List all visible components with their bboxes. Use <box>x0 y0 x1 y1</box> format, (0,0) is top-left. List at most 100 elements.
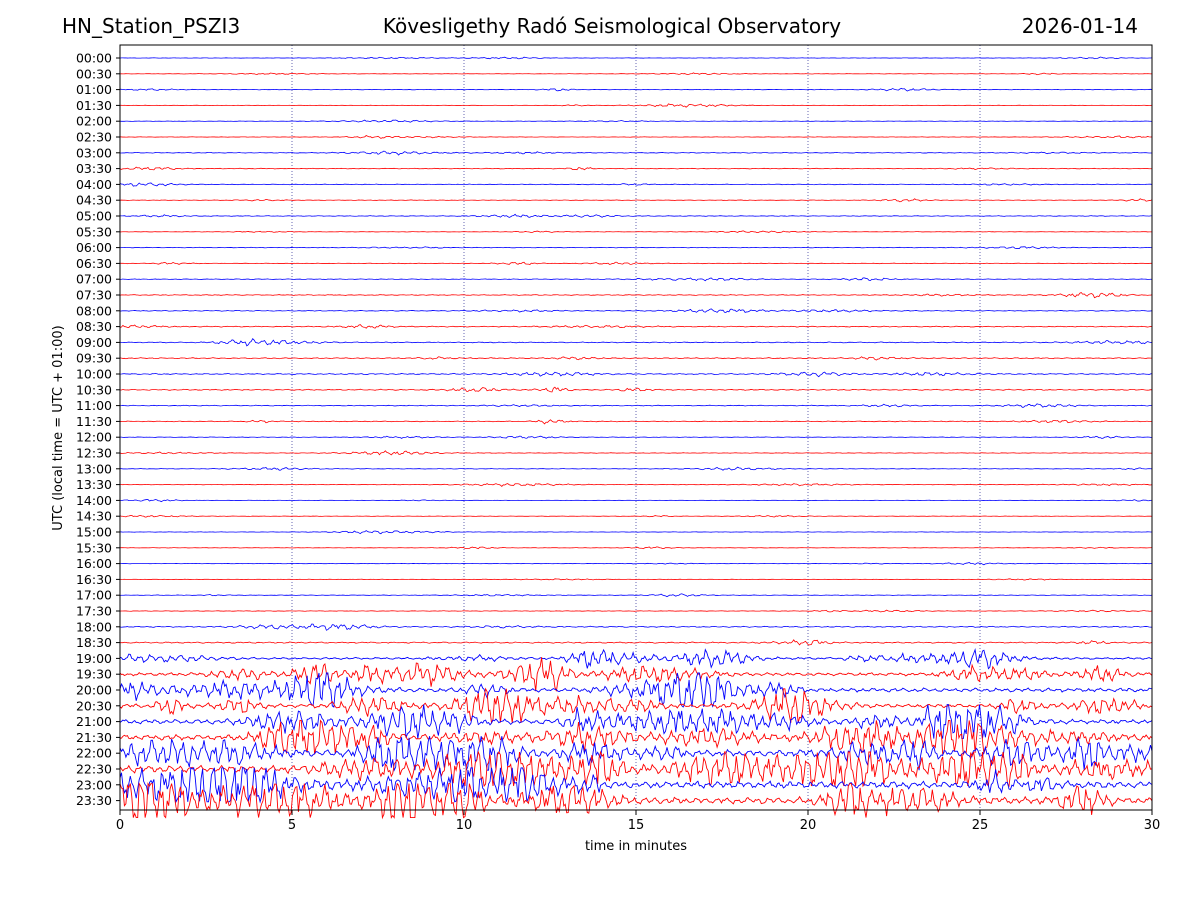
trace-0700 <box>119 277 1153 282</box>
trace-0000 <box>119 56 1153 60</box>
y-tick-label-18: 09:00 <box>76 335 112 350</box>
trace-0430 <box>119 198 1153 203</box>
y-tick-label-40: 20:00 <box>76 683 112 698</box>
y-tick-label-15: 07:30 <box>76 288 112 303</box>
trace-2030 <box>119 687 1153 725</box>
trace-1900 <box>119 647 1153 670</box>
trace-2100 <box>119 704 1153 740</box>
y-tick-label-12: 06:00 <box>76 240 112 255</box>
y-tick-label-35: 17:30 <box>76 604 112 619</box>
x-axis-label: time in minutes <box>585 839 687 854</box>
trace-1730 <box>119 609 1153 613</box>
trace-1100 <box>119 403 1153 408</box>
y-tick-label-45: 22:30 <box>76 762 112 777</box>
y-tick-label-19: 09:30 <box>76 351 112 366</box>
y-axis-label: UTC (local time = UTC + 01:00) <box>51 325 66 530</box>
trace-1630 <box>119 578 1153 581</box>
y-tick-label-26: 13:00 <box>76 461 112 476</box>
y-tick-label-25: 12:30 <box>76 446 112 461</box>
y-tick-label-6: 03:00 <box>76 145 112 160</box>
trace-1230 <box>119 450 1153 456</box>
trace-0230 <box>119 135 1153 139</box>
y-tick-label-33: 16:30 <box>76 572 112 587</box>
x-tick-label-3: 15 <box>628 818 645 833</box>
trace-1530 <box>119 546 1153 550</box>
record-date: 2026-01-14 <box>1021 14 1138 38</box>
trace-0130 <box>119 103 1153 108</box>
y-tick-label-13: 06:30 <box>76 256 112 271</box>
trace-1930 <box>119 657 1153 692</box>
trace-0100 <box>119 87 1153 92</box>
y-tick-label-29: 14:30 <box>76 509 112 524</box>
trace-1430 <box>119 514 1153 518</box>
y-tick-label-32: 16:00 <box>76 556 112 571</box>
trace-2330 <box>119 782 1153 820</box>
x-tick-label-1: 5 <box>288 818 296 833</box>
y-tick-label-20: 10:00 <box>76 367 112 382</box>
trace-1130 <box>119 419 1153 425</box>
trace-2000 <box>119 672 1153 708</box>
y-tick-label-44: 22:00 <box>76 746 112 761</box>
trace-1300 <box>119 466 1153 471</box>
trace-2230 <box>119 750 1153 788</box>
trace-1500 <box>119 530 1152 535</box>
trace-0730 <box>119 291 1153 299</box>
trace-1200 <box>120 435 1153 439</box>
y-tick-label-31: 15:30 <box>76 540 112 555</box>
trace-0300 <box>119 150 1152 156</box>
trace-1030 <box>120 386 1153 393</box>
x-tick-label-2: 10 <box>456 818 473 833</box>
trace-1330 <box>120 483 1153 487</box>
y-tick-label-39: 19:30 <box>76 667 112 682</box>
x-tick-label-6: 30 <box>1144 818 1161 833</box>
x-tick-label-5: 25 <box>972 818 989 833</box>
observatory-title: Kövesligethy Radó Seismological Observat… <box>382 14 842 38</box>
y-tick-label-10: 05:00 <box>76 209 112 224</box>
y-tick-label-30: 15:00 <box>76 525 112 540</box>
x-tick-label-4: 20 <box>800 818 817 833</box>
trace-0400 <box>119 182 1153 187</box>
trace-0530 <box>119 230 1153 234</box>
trace-1400 <box>119 499 1153 503</box>
y-tick-label-46: 23:00 <box>76 777 112 792</box>
y-tick-label-24: 12:00 <box>76 430 112 445</box>
seismic-traces <box>119 56 1153 820</box>
trace-0930 <box>119 356 1153 361</box>
y-tick-label-1: 00:30 <box>76 66 112 81</box>
y-tick-label-2: 01:00 <box>76 82 112 97</box>
y-tick-label-21: 10:30 <box>76 382 112 397</box>
y-tick-label-16: 08:00 <box>76 303 112 318</box>
x-tick-labels: 0 5 10 15 20 25 30 <box>116 810 1160 833</box>
trace-0200 <box>119 119 1153 123</box>
y-tick-label-23: 11:30 <box>76 414 112 429</box>
station-name: HN_Station_PSZI3 <box>62 14 241 38</box>
trace-0330 <box>119 166 1152 171</box>
y-tick-label-47: 23:30 <box>76 793 112 808</box>
y-tick-label-0: 00:00 <box>76 51 112 66</box>
y-tick-label-3: 01:30 <box>76 98 112 113</box>
y-tick-label-9: 04:30 <box>76 193 112 208</box>
y-tick-label-28: 14:00 <box>76 493 112 508</box>
y-tick-label-17: 08:30 <box>76 319 112 334</box>
x-tick-label-0: 0 <box>116 818 124 833</box>
trace-2130 <box>119 719 1153 756</box>
y-tick-label-42: 21:00 <box>76 714 112 729</box>
y-tick-label-34: 17:00 <box>76 588 112 603</box>
y-tick-label-11: 05:30 <box>76 224 112 239</box>
y-tick-label-8: 04:00 <box>76 177 112 192</box>
trace-0030 <box>119 72 1153 76</box>
trace-1600 <box>120 562 1153 566</box>
y-tick-label-22: 11:00 <box>76 398 112 413</box>
y-tick-label-7: 03:30 <box>76 161 112 176</box>
grid-lines <box>291 45 981 810</box>
y-tick-label-27: 13:30 <box>76 477 112 492</box>
trace-1800 <box>119 623 1153 631</box>
y-tick-label-37: 18:30 <box>76 635 112 650</box>
y-tick-label-43: 21:30 <box>76 730 112 745</box>
trace-0900 <box>119 338 1153 347</box>
y-tick-label-36: 18:00 <box>76 619 112 634</box>
trace-1830 <box>119 639 1153 646</box>
y-tick-label-4: 02:00 <box>76 114 112 129</box>
y-tick-label-5: 02:30 <box>76 130 112 145</box>
